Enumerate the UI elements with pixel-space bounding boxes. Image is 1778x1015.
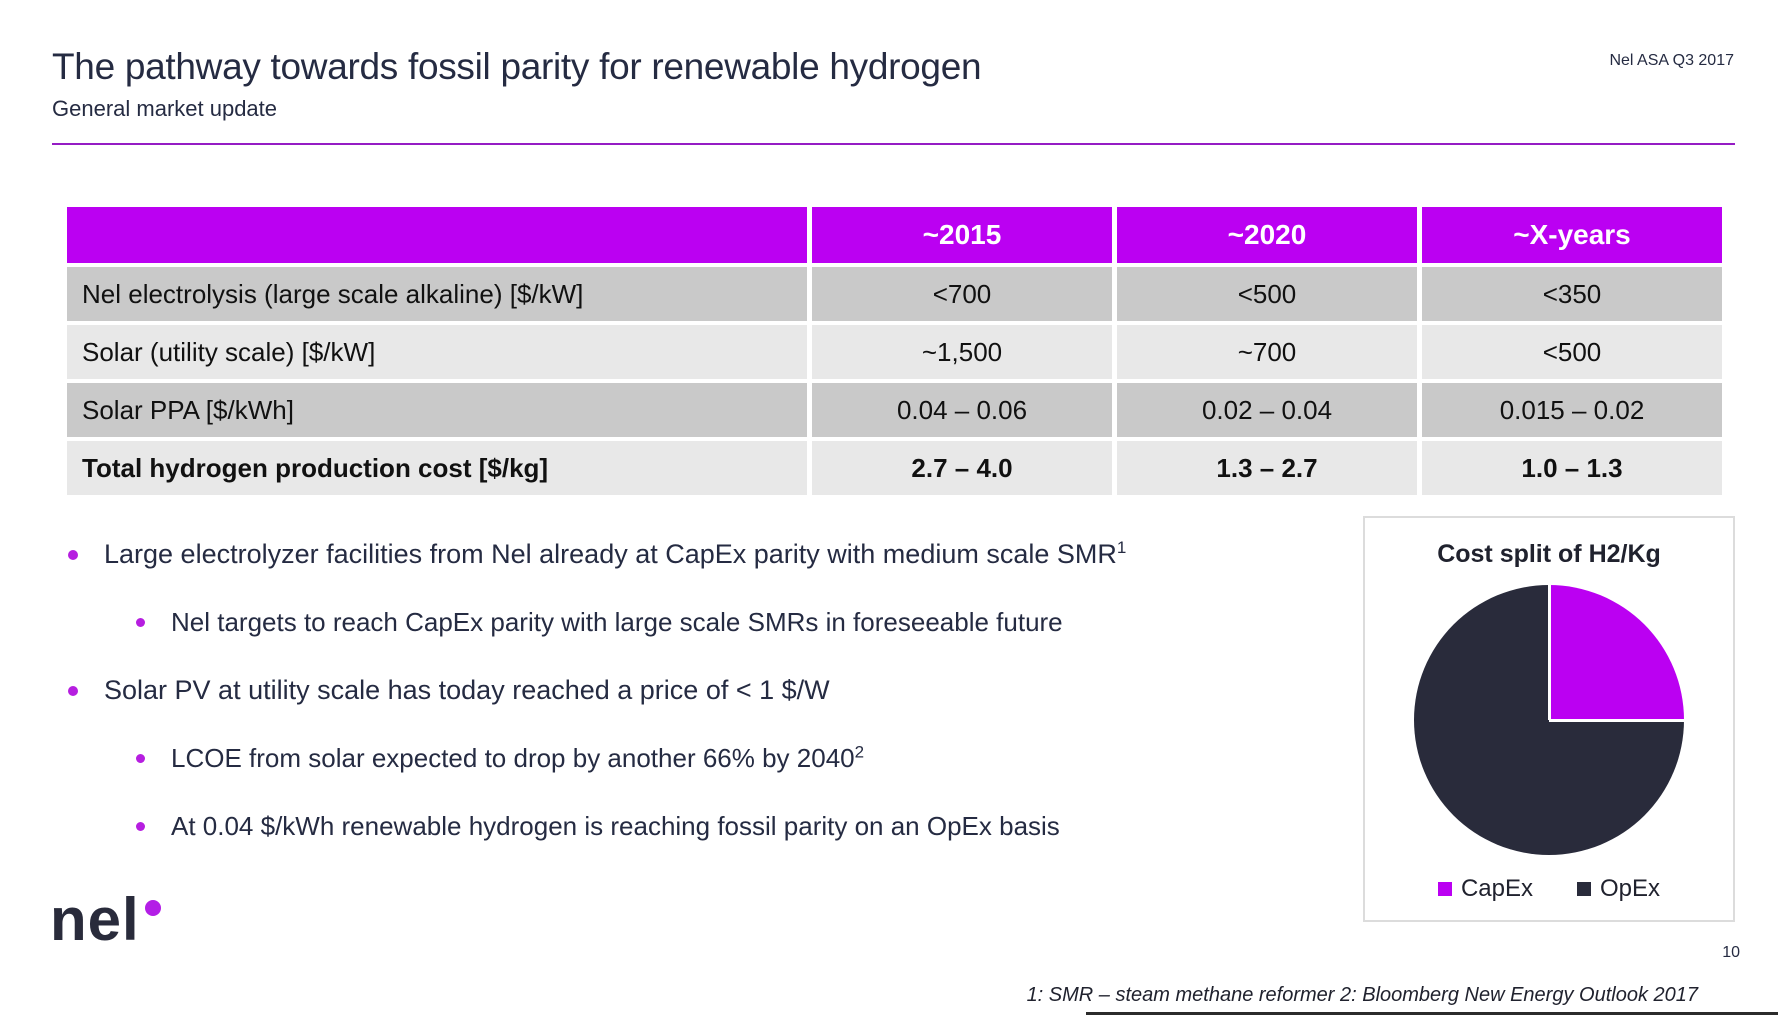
cell-value: 0.015 – 0.02 (1422, 383, 1722, 437)
header-divider (52, 143, 1735, 145)
table-row: Nel electrolysis (large scale alkaline) … (67, 267, 1722, 321)
cell-value: 1.0 – 1.3 (1422, 441, 1722, 495)
bullet-text: LCOE from solar expected to drop by anot… (171, 742, 865, 773)
slice-separator (1548, 585, 1551, 720)
legend-label: CapEx (1460, 875, 1533, 902)
chart-title: Cost split of H2/Kg (1437, 540, 1661, 568)
deck-label: Nel ASA Q3 2017 (1609, 52, 1734, 69)
bullet-icon (136, 754, 145, 763)
list-item: LCOE from solar expected to drop by anot… (136, 742, 1298, 774)
table-header-xyears: ~X-years (1422, 207, 1722, 263)
table-header-2020: ~2020 (1117, 207, 1417, 263)
bullet-icon (136, 618, 145, 627)
bullet-text: Large electrolyzer facilities from Nel a… (104, 538, 1127, 569)
cell-value: <500 (1117, 267, 1417, 321)
table-header-2015: ~2015 (812, 207, 1112, 263)
cell-value: <500 (1422, 325, 1722, 379)
chart-legend: CapEx OpEx (1365, 875, 1733, 903)
nel-logo: nel (50, 890, 161, 950)
slice-separator (1549, 719, 1684, 722)
list-item: Large electrolyzer facilities from Nel a… (68, 538, 1298, 570)
cell-value: 2.7 – 4.0 (812, 441, 1112, 495)
capex-swatch-icon (1437, 882, 1452, 896)
bottom-edge-line (1086, 1012, 1778, 1015)
table-row: Solar (utility scale) [$/kW] ~1,500 ~700… (67, 325, 1722, 379)
bullet-text: Solar PV at utility scale has today reac… (104, 675, 830, 705)
table-header-empty (67, 207, 807, 263)
cell-value: ~700 (1117, 325, 1417, 379)
bullet-icon (136, 822, 145, 831)
logo-dot-icon (144, 900, 161, 916)
legend-label: OpEx (1600, 875, 1661, 902)
list-item: Solar PV at utility scale has today reac… (68, 674, 1298, 706)
cell-value: 0.02 – 0.04 (1117, 383, 1417, 437)
row-label: Solar PPA [$/kWh] (67, 383, 807, 437)
row-label: Nel electrolysis (large scale alkaline) … (67, 267, 807, 321)
list-item: Nel targets to reach CapEx parity with l… (136, 606, 1298, 638)
page-number: 10 (1722, 944, 1740, 961)
footnote-ref: 1 (1116, 538, 1127, 557)
page-subtitle: General market update (52, 96, 278, 121)
table-row-total: Total hydrogen production cost [$/kg] 2.… (67, 441, 1722, 495)
bullet-list: Large electrolyzer facilities from Nel a… (68, 538, 1298, 878)
cost-split-chart-card: Cost split of H2/Kg CapEx OpEx (1363, 516, 1735, 922)
cell-value: ~1,500 (812, 325, 1112, 379)
footnote: 1: SMR – steam methane reformer 2: Bloom… (1026, 984, 1698, 1006)
bullet-icon (68, 550, 78, 560)
table-header-row: ~2015 ~2020 ~X-years (67, 207, 1722, 263)
row-label: Total hydrogen production cost [$/kg] (67, 441, 807, 495)
cell-value: <350 (1422, 267, 1722, 321)
cell-value: 0.04 – 0.06 (812, 383, 1112, 437)
page-title: The pathway towards fossil parity for re… (52, 46, 982, 87)
table-row: Solar PPA [$/kWh] 0.04 – 0.06 0.02 – 0.0… (67, 383, 1722, 437)
list-item: At 0.04 $/kWh renewable hydrogen is reac… (136, 810, 1298, 842)
opex-swatch-icon (1577, 882, 1591, 896)
logo-text: nel (50, 886, 140, 953)
cell-value: 1.3 – 2.7 (1117, 441, 1417, 495)
bullet-text: Nel targets to reach CapEx parity with l… (171, 607, 1063, 637)
bullet-icon (68, 686, 78, 696)
row-label: Solar (utility scale) [$/kW] (67, 325, 807, 379)
legend-item-opex: OpEx (1577, 875, 1660, 903)
footnote-ref: 2 (854, 742, 865, 762)
cost-comparison-table: ~2015 ~2020 ~X-years Nel electrolysis (l… (62, 203, 1727, 499)
cell-value: <700 (812, 267, 1112, 321)
pie-chart (1414, 585, 1684, 855)
bullet-text: At 0.04 $/kWh renewable hydrogen is reac… (171, 811, 1060, 841)
legend-item-capex: CapEx (1437, 875, 1533, 903)
